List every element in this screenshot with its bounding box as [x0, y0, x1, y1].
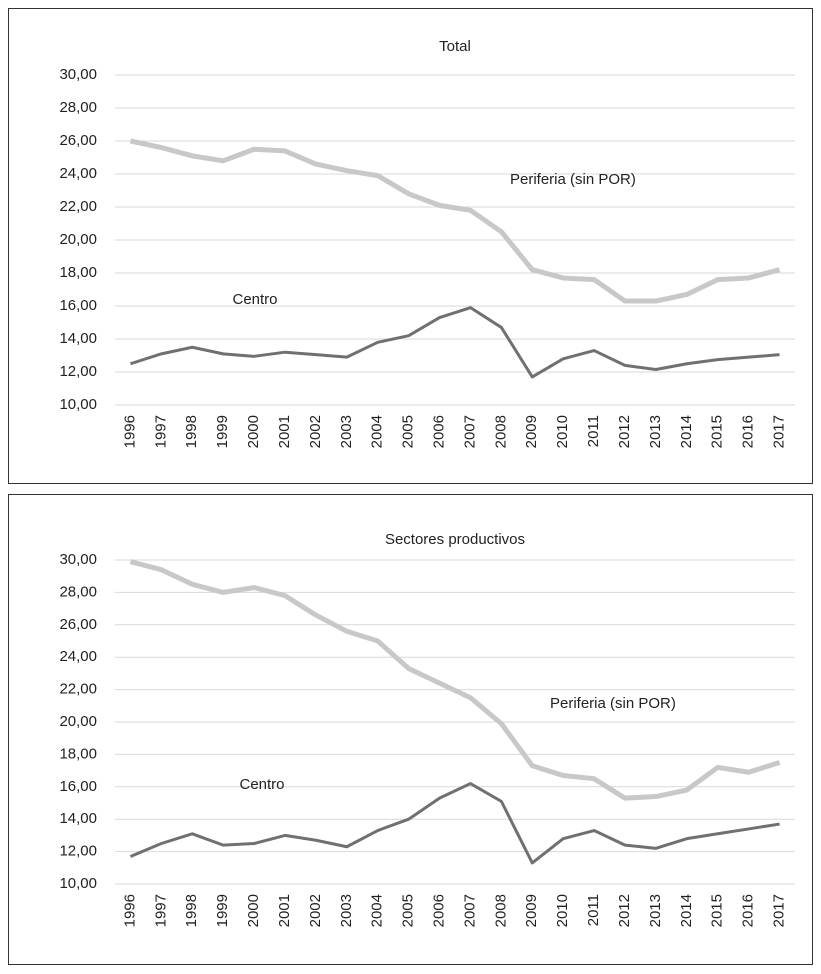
y-tick-label: 30,00 — [59, 551, 97, 568]
x-tick-label: 2014 — [678, 415, 695, 448]
x-tick-label: 2015 — [709, 894, 726, 927]
x-tick-label: 2006 — [431, 894, 448, 927]
x-tick-label: 1997 — [152, 894, 169, 927]
x-tick-label: 1999 — [214, 415, 231, 448]
y-tick-label: 22,00 — [59, 681, 97, 698]
x-tick-label: 2006 — [431, 415, 448, 448]
x-tick-label: 2011 — [585, 894, 602, 926]
x-tick-label: 2009 — [523, 415, 540, 448]
y-tick-label: 26,00 — [59, 132, 97, 149]
chart-title: Total — [439, 38, 471, 55]
series-line — [129, 559, 781, 801]
x-tick-label: 1999 — [214, 894, 231, 927]
chart-title: Sectores productivos — [385, 531, 525, 548]
x-tick-label: 2000 — [245, 894, 262, 927]
series-line — [129, 782, 780, 865]
y-tick-label: 26,00 — [59, 616, 97, 633]
x-tick-label: 2007 — [461, 894, 478, 927]
x-tick-label: 1998 — [183, 894, 200, 927]
x-tick-label: 2017 — [771, 415, 788, 448]
x-tick-label: 1996 — [121, 894, 138, 927]
x-tick-label: 2002 — [307, 415, 324, 448]
y-tick-label: 14,00 — [59, 810, 97, 827]
x-tick-label: 2005 — [400, 894, 417, 927]
series-label: Centro — [232, 291, 277, 308]
series-label: Centro — [239, 776, 284, 793]
y-tick-label: 14,00 — [59, 330, 97, 347]
x-tick-label: 2011 — [585, 415, 602, 447]
x-tick-label: 2005 — [400, 415, 417, 448]
series-line — [129, 138, 781, 304]
x-tick-label: 2014 — [678, 894, 695, 927]
x-tick-label: 2001 — [276, 894, 293, 927]
x-tick-label: 2012 — [616, 894, 633, 927]
y-tick-label: 18,00 — [59, 264, 97, 281]
x-tick-label: 2010 — [554, 894, 571, 927]
panel — [8, 8, 813, 484]
y-tick-label: 12,00 — [59, 363, 97, 380]
y-tick-label: 16,00 — [59, 778, 97, 795]
x-tick-label: 2007 — [461, 415, 478, 448]
panel — [8, 494, 813, 965]
x-tick-label: 2010 — [554, 415, 571, 448]
x-tick-label: 1998 — [183, 415, 200, 448]
x-tick-label: 2016 — [740, 415, 757, 448]
series-line — [129, 306, 780, 379]
y-tick-label: 28,00 — [59, 99, 97, 116]
y-tick-label: 10,00 — [59, 396, 97, 413]
x-tick-label: 2009 — [523, 894, 540, 927]
y-tick-label: 18,00 — [59, 745, 97, 762]
x-tick-label: 2008 — [492, 894, 509, 927]
series-label: Periferia (sin POR) — [550, 695, 676, 712]
x-tick-label: 2012 — [616, 415, 633, 448]
y-tick-label: 20,00 — [59, 231, 97, 248]
y-tick-label: 30,00 — [59, 66, 97, 83]
y-tick-label: 20,00 — [59, 713, 97, 730]
x-tick-label: 2013 — [647, 415, 664, 448]
x-tick-label: 2001 — [276, 415, 293, 448]
series-label: Periferia (sin POR) — [510, 171, 636, 188]
x-tick-label: 2004 — [369, 415, 386, 448]
x-tick-label: 2003 — [338, 415, 355, 448]
x-tick-label: 2003 — [338, 894, 355, 927]
x-tick-label: 2008 — [492, 415, 509, 448]
x-tick-label: 1997 — [152, 415, 169, 448]
y-tick-label: 12,00 — [59, 843, 97, 860]
x-tick-label: 1996 — [121, 415, 138, 448]
x-tick-label: 2000 — [245, 415, 262, 448]
y-tick-label: 28,00 — [59, 583, 97, 600]
x-tick-label: 2016 — [740, 894, 757, 927]
y-tick-label: 24,00 — [59, 165, 97, 182]
y-tick-label: 22,00 — [59, 198, 97, 215]
y-tick-label: 16,00 — [59, 297, 97, 314]
x-tick-label: 2015 — [709, 415, 726, 448]
y-tick-label: 10,00 — [59, 875, 97, 892]
x-tick-label: 2013 — [647, 894, 664, 927]
x-tick-label: 2002 — [307, 894, 324, 927]
x-tick-label: 2004 — [369, 894, 386, 927]
y-tick-label: 24,00 — [59, 648, 97, 665]
x-tick-label: 2017 — [771, 894, 788, 927]
